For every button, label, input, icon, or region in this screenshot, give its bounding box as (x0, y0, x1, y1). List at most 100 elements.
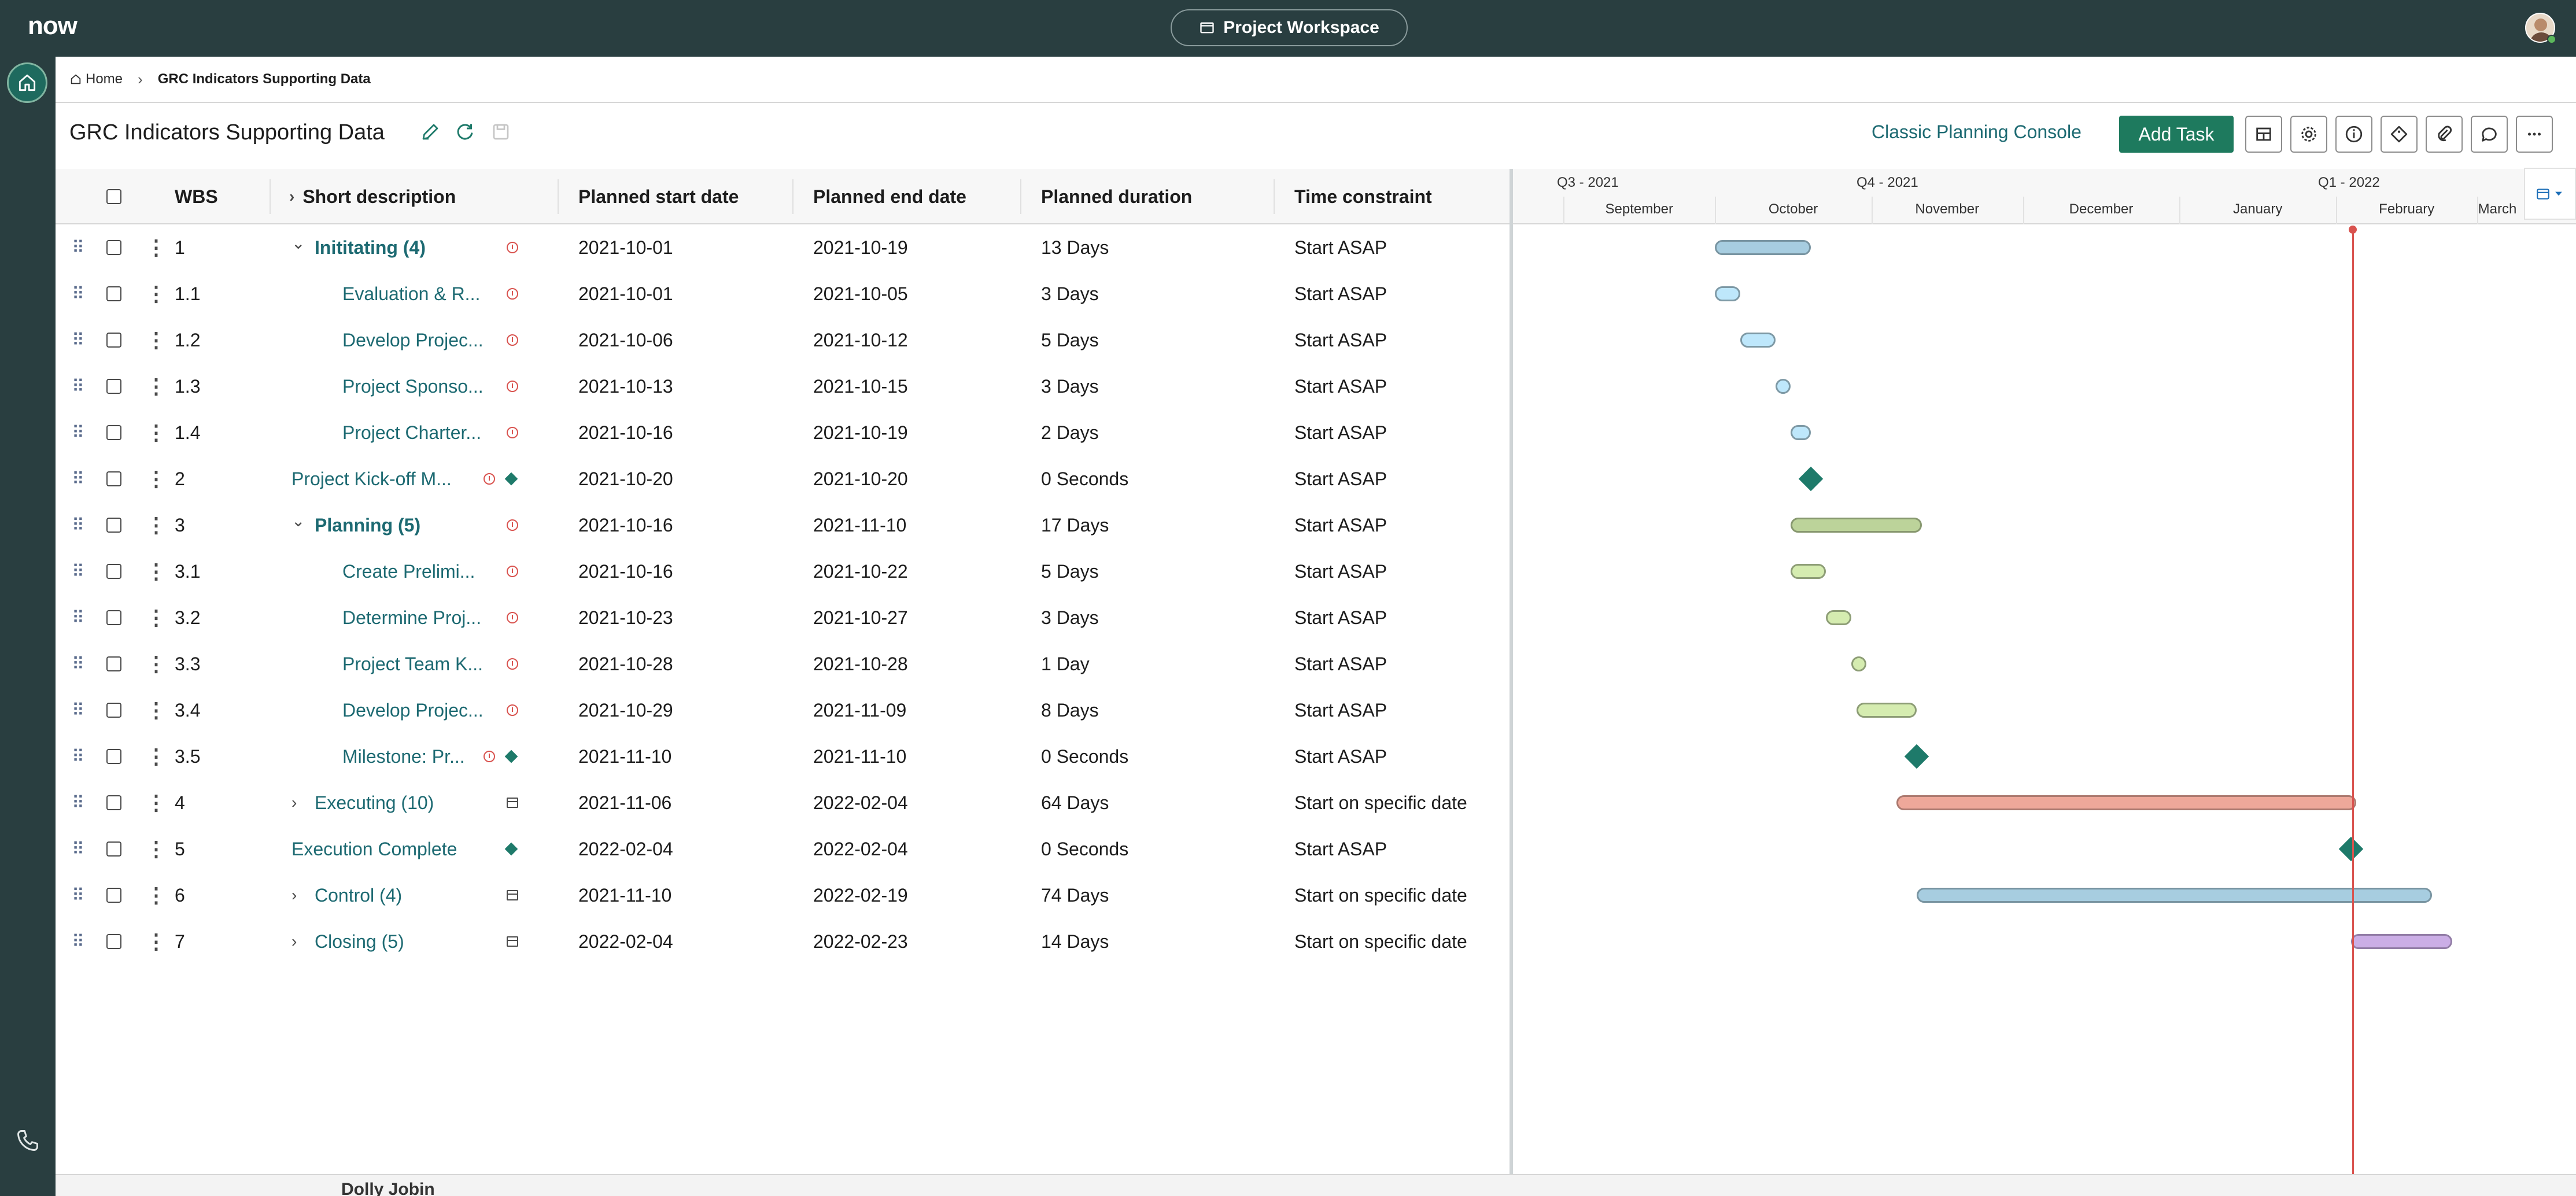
drag-handle-icon[interactable]: ⠿ (72, 932, 84, 951)
row-checkbox[interactable] (106, 795, 121, 810)
drag-handle-icon[interactable]: ⠿ (72, 747, 84, 766)
column-divider[interactable] (270, 179, 271, 214)
row-checkbox[interactable] (106, 286, 121, 301)
breadcrumb-home-link[interactable]: Home (69, 71, 123, 87)
row-menu-icon[interactable]: ⋮ (146, 744, 167, 768)
table-row[interactable]: ⠿ ⋮ 1.3 Project Sponso... 2021-10-13 2021-10-… (56, 363, 1510, 409)
row-checkbox[interactable] (106, 610, 121, 625)
drag-handle-icon[interactable]: ⠿ (72, 654, 84, 674)
gantt-summary-bar[interactable] (1791, 518, 1922, 533)
row-select-checkbox-cell[interactable] (106, 502, 121, 548)
column-divider[interactable] (1274, 179, 1275, 214)
row-menu-icon[interactable]: ⋮ (146, 467, 167, 490)
row-checkbox[interactable] (106, 379, 121, 394)
task-name-link[interactable]: Project Charter... (342, 422, 482, 443)
chevron-down-icon[interactable]: ⌄ (291, 511, 305, 530)
row-menu-icon[interactable]: ⋮ (146, 374, 167, 398)
gantt-task-bar[interactable] (1826, 610, 1851, 625)
col-header-planned-end[interactable]: Planned end date (813, 186, 966, 207)
save-icon[interactable] (490, 121, 511, 142)
row-checkbox[interactable] (106, 240, 121, 255)
gantt-summary-bar[interactable] (1715, 240, 1811, 255)
row-select-checkbox-cell[interactable] (106, 918, 121, 965)
table-row[interactable]: ⠿ ⋮ 3.1 Create Prelimi... 2021-10-16 2021-10-… (56, 548, 1510, 595)
gantt-task-bar[interactable] (1851, 656, 1866, 671)
row-menu-icon[interactable]: ⋮ (146, 652, 167, 675)
row-select-checkbox-cell[interactable] (106, 780, 121, 826)
row-menu-icon[interactable]: ⋮ (146, 235, 167, 259)
row-select-checkbox-cell[interactable] (106, 687, 121, 733)
table-row[interactable]: ⠿ ⋮ 2 Project Kick-off M... 2021-10-20 2021-1… (56, 456, 1510, 502)
task-name-link[interactable]: Develop Projec... (342, 329, 484, 350)
task-name-link[interactable]: Develop Projec... (342, 699, 484, 721)
row-checkbox[interactable] (106, 564, 121, 579)
drag-handle-icon[interactable]: ⠿ (72, 793, 84, 813)
table-row[interactable]: ⠿ ⋮ 1.1 Evaluation & R... 2021-10-01 2021-10-… (56, 271, 1510, 317)
more-options-button[interactable] (2516, 116, 2553, 153)
drag-handle-icon[interactable]: ⠿ (72, 284, 84, 304)
info-button[interactable] (2335, 116, 2372, 153)
drag-handle-icon[interactable]: ⠿ (72, 700, 84, 720)
task-name-link[interactable]: Create Prelimi... (342, 560, 475, 582)
task-name-link[interactable]: Control (4) (315, 884, 403, 906)
tag-button[interactable] (2381, 116, 2418, 153)
row-menu-icon[interactable]: ⋮ (146, 282, 167, 305)
chevron-right-icon[interactable]: › (289, 187, 295, 205)
row-select-checkbox-cell[interactable] (106, 548, 121, 595)
row-menu-icon[interactable]: ⋮ (146, 559, 167, 583)
home-nav-button[interactable] (7, 62, 47, 103)
gantt-task-bar[interactable] (1740, 333, 1776, 348)
task-name-link[interactable]: Evaluation & R... (342, 283, 481, 304)
row-checkbox[interactable] (106, 518, 121, 533)
column-divider[interactable] (1020, 179, 1021, 214)
row-checkbox[interactable] (106, 425, 121, 440)
drag-handle-icon[interactable]: ⠿ (72, 515, 84, 535)
edit-pencil-icon[interactable] (420, 121, 441, 142)
select-all-checkbox[interactable] (106, 189, 121, 204)
col-header-short-description[interactable]: › Short description (289, 169, 456, 224)
table-row[interactable]: ⠿ ⋮ 1.2 Develop Projec... 2021-10-06 2021-10-… (56, 317, 1510, 363)
phone-icon[interactable] (15, 1128, 40, 1153)
task-name-link[interactable]: Project Kick-off M... (291, 468, 452, 489)
row-select-checkbox-cell[interactable] (106, 409, 121, 456)
col-header-planned-start[interactable]: Planned start date (578, 186, 739, 207)
gantt-task-bar[interactable] (1775, 379, 1791, 394)
task-name-link[interactable]: Executing (10) (315, 792, 434, 813)
col-header-wbs[interactable]: WBS (175, 186, 218, 207)
row-select-checkbox-cell[interactable] (106, 595, 121, 641)
row-select-checkbox-cell[interactable] (106, 733, 121, 780)
task-name-link[interactable]: Closing (5) (315, 931, 404, 952)
row-menu-icon[interactable]: ⋮ (146, 513, 167, 537)
drag-handle-icon[interactable]: ⠿ (72, 608, 84, 627)
row-checkbox[interactable] (106, 749, 121, 764)
table-row[interactable]: ⠿ ⋮ 3.5 Milestone: Pr... 2021-11-10 2021-11-1… (56, 733, 1510, 780)
row-checkbox[interactable] (106, 934, 121, 949)
table-row[interactable]: ⠿ ⋮ 3 ⌄ Planning (5) 2021-10-16 2021-11-10 17 D… (56, 502, 1510, 548)
drag-handle-icon[interactable]: ⠿ (72, 330, 84, 350)
settings-button[interactable] (2290, 116, 2327, 153)
gantt-summary-bar[interactable] (2351, 934, 2452, 949)
task-name-link[interactable]: Execution Complete (291, 838, 457, 859)
gantt-summary-bar[interactable] (1917, 888, 2432, 903)
gantt-milestone[interactable] (2338, 836, 2364, 862)
gantt-task-bar[interactable] (1791, 564, 1826, 579)
add-task-button[interactable]: Add Task (2119, 116, 2234, 153)
task-name-link[interactable]: Planning (5) (315, 514, 421, 536)
row-select-checkbox-cell[interactable] (106, 641, 121, 687)
gantt-summary-bar[interactable] (1896, 795, 2356, 810)
chevron-right-icon[interactable]: › (291, 886, 297, 904)
table-row[interactable]: ⠿ ⋮ 1.4 Project Charter... 2021-10-16 2021-10… (56, 409, 1510, 456)
drag-handle-icon[interactable]: ⠿ (72, 469, 84, 489)
row-select-checkbox-cell[interactable] (106, 317, 121, 363)
row-menu-icon[interactable]: ⋮ (146, 883, 167, 907)
row-menu-icon[interactable]: ⋮ (146, 606, 167, 629)
task-name-link[interactable]: Project Team K... (342, 653, 484, 674)
row-checkbox[interactable] (106, 841, 121, 857)
chevron-right-icon[interactable]: › (291, 793, 297, 811)
gantt-task-bar[interactable] (1715, 286, 1740, 301)
task-name-link[interactable]: Milestone: Pr... (342, 745, 465, 767)
drag-handle-icon[interactable]: ⠿ (72, 376, 84, 396)
refresh-icon[interactable] (455, 121, 475, 142)
comments-button[interactable] (2471, 116, 2508, 153)
layout-button[interactable] (2245, 116, 2282, 153)
